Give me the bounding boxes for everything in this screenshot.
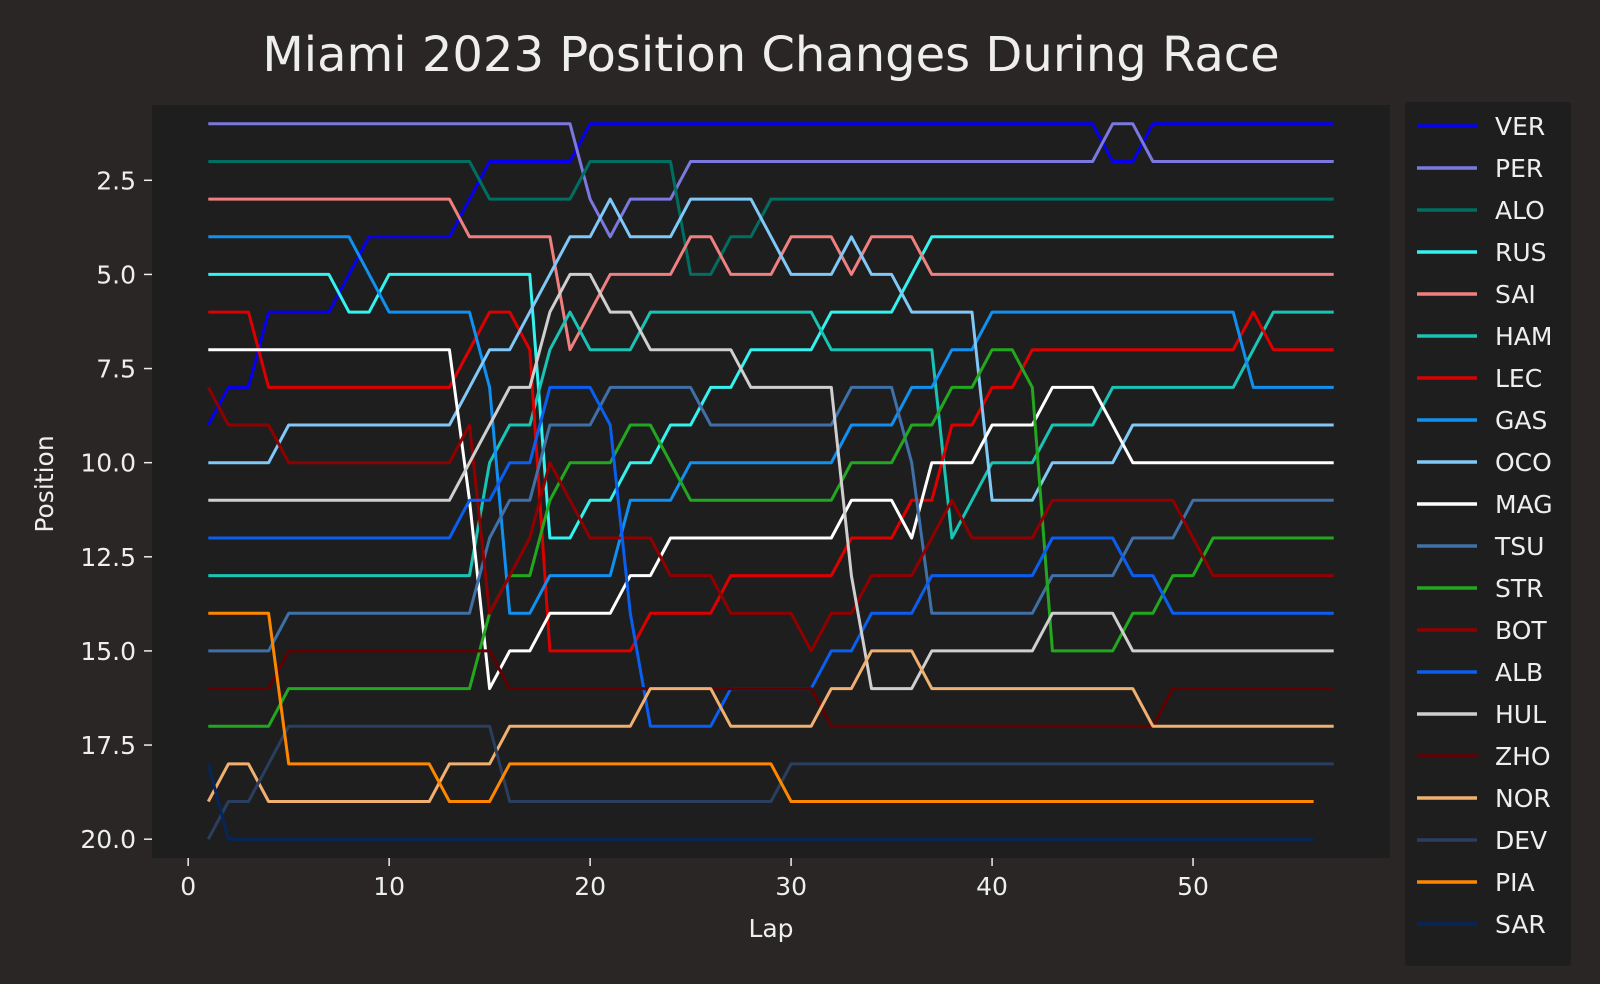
x-tick-label: 10 [373,872,405,901]
y-tick-label: 15.0 [80,637,136,666]
series-line-sai [208,197,1334,352]
legend-label-nor: NOR [1495,784,1551,813]
series-line-ham [208,310,1334,578]
legend-frame [1405,102,1571,966]
x-axis-ticks: 0 10 20 30 40 50 [180,858,1209,901]
legend-label-oco: OCO [1495,448,1552,477]
legend-label-ver: VER [1495,112,1545,141]
series-line-tsu [208,385,1334,653]
legend-label-str: STR [1495,574,1544,603]
y-axis-label: Position [30,435,59,532]
legend-label-sar: SAR [1495,910,1546,939]
legend-label-gas: GAS [1495,406,1547,435]
plot-area [152,105,1390,858]
legend: VER PER ALO RUS SAI HAM LEC GAS OCO MAG TSU STR BOT A… [1405,102,1571,966]
series-line-oco [208,197,1334,502]
series-line-mag [208,348,1334,691]
legend-label-rus: RUS [1495,238,1547,267]
legend-label-zho: ZHO [1495,742,1551,771]
legend-label-alb: ALB [1495,658,1543,687]
series-line-ver [206,122,1334,426]
legend-label-tsu: TSU [1494,532,1544,561]
legend-label-lec: LEC [1495,364,1542,393]
series-line-nor [206,649,1334,803]
series-line-zho [208,649,1334,728]
series-line-pia [208,611,1314,803]
x-axis-label: Lap [748,914,793,943]
y-tick-label: 20.0 [80,825,136,854]
legend-label-bot: BOT [1495,616,1547,645]
legend-label-sai: SAI [1495,280,1536,309]
y-tick-label: 5.0 [96,260,136,289]
series-line-sar [206,763,1314,841]
x-tick-label: 30 [775,872,807,901]
x-tick-label: 20 [574,872,606,901]
series-line-hul [208,272,1334,691]
legend-label-hul: HUL [1495,700,1546,729]
y-tick-label: 17.5 [80,731,136,760]
legend-label-pia: PIA [1495,868,1535,897]
x-tick-label: 50 [1177,872,1209,901]
y-tick-label: 7.5 [96,355,136,384]
legend-label-dev: DEV [1495,826,1547,855]
legend-label-ham: HAM [1495,322,1552,351]
legend-label-per: PER [1495,154,1543,183]
y-tick-label: 2.5 [96,166,136,195]
chart-title: Miami 2023 Position Changes During Race [262,27,1279,83]
y-tick-label: 10.0 [80,449,136,478]
series-lines [206,122,1334,841]
x-tick-label: 0 [180,872,196,901]
series-line-per [208,122,1334,239]
y-axis-ticks: 2.5 5.0 7.5 10.0 12.5 15.0 17.5 20.0 [80,166,152,854]
series-line-rus [208,235,1334,540]
y-tick-label: 12.5 [80,543,136,572]
legend-label-alo: ALO [1495,196,1545,225]
legend-label-mag: MAG [1495,490,1553,519]
x-tick-label: 40 [976,872,1008,901]
series-line-bot [206,386,1334,653]
